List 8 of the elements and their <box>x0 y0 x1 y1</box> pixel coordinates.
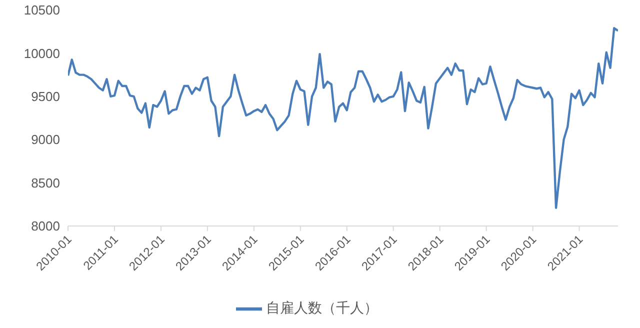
y-tick-label: 9500 <box>31 89 60 104</box>
y-tick-label: 10500 <box>24 2 60 18</box>
legend-label: 自雇人数（千人） <box>266 300 378 316</box>
y-tick-label: 10000 <box>24 46 60 61</box>
line-series <box>68 27 618 209</box>
y-tick-label: 9000 <box>31 132 60 148</box>
y-tick-label: 8500 <box>31 175 60 190</box>
y-tick-label: 8000 <box>31 218 60 234</box>
